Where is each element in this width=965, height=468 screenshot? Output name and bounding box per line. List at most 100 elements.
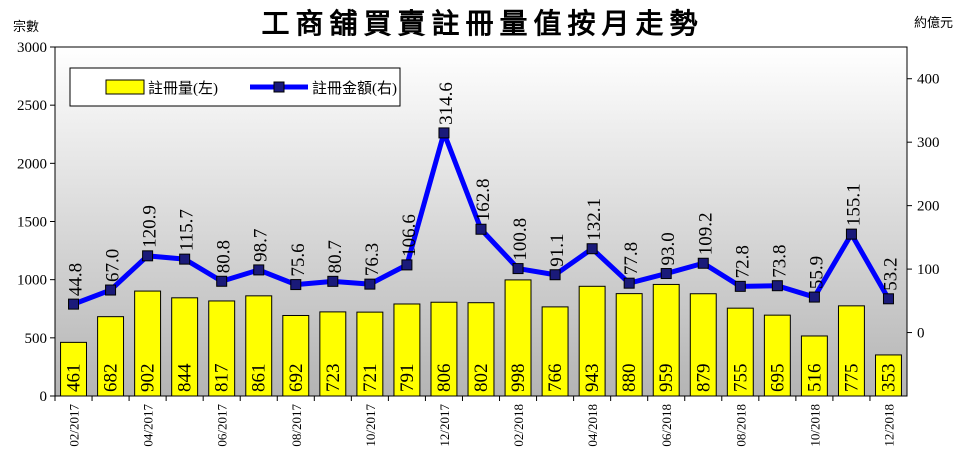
right-tick-label: 100 xyxy=(917,262,940,278)
bar xyxy=(319,311,347,397)
bar-value-label: 880 xyxy=(619,364,640,393)
line-value-label: 120.9 xyxy=(140,205,161,248)
bar xyxy=(875,354,902,397)
bar-value-label: 721 xyxy=(360,364,381,393)
bar-value-label: 943 xyxy=(582,364,603,393)
line-value-label: 80.8 xyxy=(214,240,235,273)
line-marker xyxy=(327,275,339,287)
line-value-label: 162.8 xyxy=(473,178,494,221)
line-marker xyxy=(882,293,894,305)
line-value-label: 109.2 xyxy=(695,213,716,256)
bar xyxy=(97,316,125,397)
bar-value-label: 723 xyxy=(323,364,344,393)
line-marker xyxy=(401,259,413,271)
bar xyxy=(837,305,865,397)
chart-title: 工商舖買賣註冊量值按月走勢 xyxy=(261,7,704,40)
left-tick-label: 1000 xyxy=(17,273,47,289)
left-axis-unit: 宗數 xyxy=(13,20,40,35)
bar xyxy=(652,283,680,397)
bar-value-label: 775 xyxy=(841,364,862,393)
bar-value-label: 861 xyxy=(249,364,270,393)
bar xyxy=(134,290,162,397)
line-value-label: 106.6 xyxy=(399,214,420,257)
line-value-label: 77.8 xyxy=(621,242,642,275)
bar xyxy=(245,295,273,397)
line-marker xyxy=(808,291,820,303)
x-tick-label: 08/2017 xyxy=(289,404,304,447)
line-value-label: 53.2 xyxy=(880,258,901,291)
right-tick-label: 400 xyxy=(917,72,940,88)
bar-value-label: 844 xyxy=(175,363,196,392)
x-tick-label: 08/2018 xyxy=(733,404,748,447)
right-axis-unit: 約億元 xyxy=(913,16,953,31)
bar xyxy=(430,301,458,397)
line-value-label: 72.8 xyxy=(732,245,753,278)
bar-value-label: 692 xyxy=(286,364,307,393)
bar-value-label: 766 xyxy=(545,364,566,393)
x-tick-label: 04/2018 xyxy=(585,404,600,447)
x-tick-label: 06/2018 xyxy=(659,404,674,447)
bar xyxy=(689,293,717,397)
x-tick-label: 02/2017 xyxy=(67,404,82,447)
line-marker xyxy=(179,253,191,265)
line-value-label: 314.6 xyxy=(436,82,457,125)
x-tick-label: 06/2017 xyxy=(215,404,230,447)
bar-value-label: 902 xyxy=(138,364,159,393)
bar xyxy=(763,314,791,397)
x-tick-label: 10/2017 xyxy=(363,404,378,447)
bar-value-label: 806 xyxy=(434,364,455,393)
line-value-label: 76.3 xyxy=(362,243,383,276)
left-tick-label: 0 xyxy=(40,389,48,405)
legend-label-bar: 註冊量(左) xyxy=(148,80,218,97)
right-tick-label: 0 xyxy=(917,326,925,342)
bar xyxy=(726,307,754,397)
line-marker xyxy=(845,228,857,240)
line-value-label: 44.8 xyxy=(66,263,87,296)
bar-value-label: 682 xyxy=(101,364,122,393)
line-marker xyxy=(68,298,80,310)
left-tick-label: 3000 xyxy=(17,40,47,56)
x-tick-label: 10/2018 xyxy=(807,404,822,447)
x-tick-label: 12/2017 xyxy=(437,404,452,447)
line-value-label: 100.8 xyxy=(510,218,531,261)
bar-value-label: 461 xyxy=(64,364,85,393)
bar-value-label: 998 xyxy=(508,364,529,393)
x-tick-label: 02/2018 xyxy=(511,404,526,447)
line-marker xyxy=(216,275,228,287)
bar xyxy=(60,341,87,397)
line-marker xyxy=(549,269,561,281)
line-marker xyxy=(660,268,672,280)
line-marker xyxy=(290,279,302,291)
left-tick-label: 2000 xyxy=(17,156,47,172)
line-value-label: 75.6 xyxy=(288,243,309,276)
line-marker xyxy=(364,278,376,290)
line-value-label: 98.7 xyxy=(251,229,272,262)
bar xyxy=(615,293,643,397)
right-tick-label: 200 xyxy=(917,199,940,215)
line-marker xyxy=(512,263,524,275)
line-value-label: 115.7 xyxy=(177,209,198,251)
bar-value-label: 959 xyxy=(656,364,677,393)
bar xyxy=(800,335,828,397)
right-tick-label: 300 xyxy=(917,135,940,151)
line-marker xyxy=(771,280,783,292)
bar xyxy=(578,285,606,397)
bar-value-label: 516 xyxy=(804,364,825,393)
bar xyxy=(282,314,310,397)
line-marker xyxy=(697,257,709,269)
left-tick-label: 2500 xyxy=(17,98,47,114)
line-marker xyxy=(438,127,450,139)
line-value-label: 80.7 xyxy=(325,240,346,273)
bar xyxy=(541,306,569,397)
x-tick-label: 04/2017 xyxy=(141,404,156,447)
bar xyxy=(171,297,199,397)
bar xyxy=(393,303,421,397)
line-value-label: 55.9 xyxy=(806,256,827,289)
line-marker xyxy=(253,264,265,276)
legend-swatch-bar xyxy=(105,79,145,95)
bar-value-label: 755 xyxy=(730,364,751,393)
bar xyxy=(504,279,532,397)
line-marker xyxy=(623,277,635,289)
